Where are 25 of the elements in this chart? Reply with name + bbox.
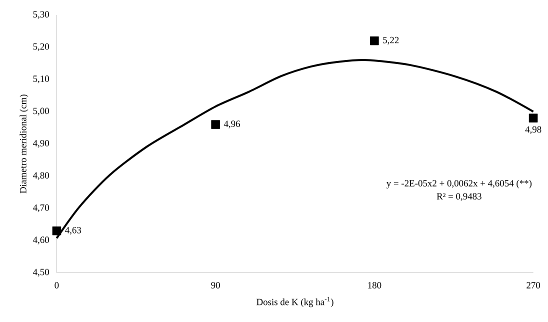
point bbox=[528, 114, 538, 122]
x-tick-label: 90 bbox=[211, 282, 220, 288]
x-tick-label: 180 bbox=[368, 282, 382, 288]
y-tick-label: 5,20 bbox=[33, 43, 50, 52]
point bbox=[52, 226, 62, 236]
data-label: 5,22 bbox=[383, 36, 399, 45]
annotation: y = -2E-05x2 + 0,0062x + 4,6054 (**) bbox=[386, 180, 532, 188]
data-label: 4,96 bbox=[224, 120, 240, 128]
y-tick-label: 4,80 bbox=[32, 172, 50, 180]
y-tick-label: 4,70 bbox=[32, 204, 50, 212]
y-axis-title: Diametro meridional (cm) bbox=[20, 94, 28, 194]
y-tick-label: 4,50 bbox=[32, 268, 50, 277]
y-tick-label: 4,60 bbox=[32, 236, 50, 244]
data-label: 4,63 bbox=[65, 226, 82, 235]
x-tick-label: 270 bbox=[526, 282, 540, 288]
y-tick-label: 5,30 bbox=[33, 11, 50, 19]
x-axis-title: Dosis de K (kg ha$^{-1}$) bbox=[256, 296, 334, 308]
y-tick-label: 4,90 bbox=[32, 140, 50, 148]
point bbox=[211, 120, 220, 129]
data-label: 4,98 bbox=[525, 126, 542, 134]
point bbox=[370, 36, 379, 46]
x-tick-label: 0 bbox=[54, 282, 59, 288]
y-tick-label: 5,10 bbox=[33, 76, 50, 84]
y-tick-label: 5,00 bbox=[33, 108, 50, 116]
annotation: R² = 0,9483 bbox=[436, 193, 482, 201]
